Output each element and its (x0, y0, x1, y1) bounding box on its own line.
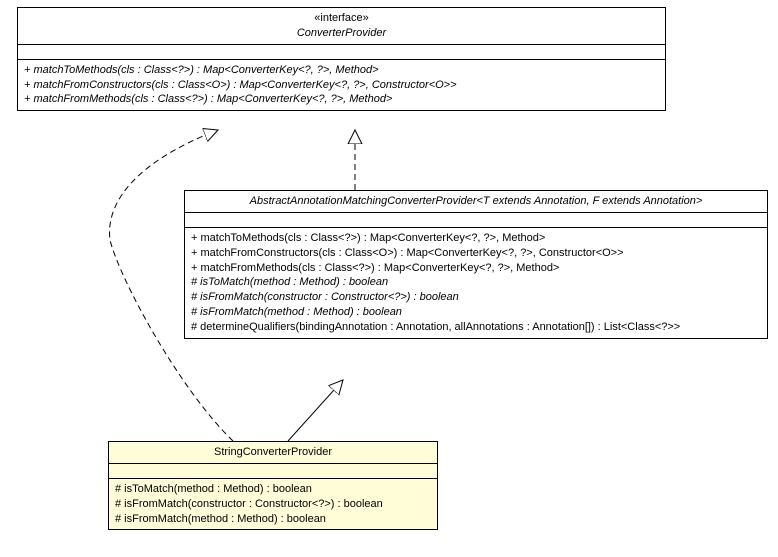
operation: # determineQualifiers(bindingAnnotation … (191, 320, 761, 335)
operation: + matchToMethods(cls : Class<?>) : Map<C… (24, 63, 659, 78)
operations-compartment: + matchToMethods(cls : Class<?>) : Map<C… (185, 228, 767, 338)
operation: + matchFromConstructors(cls : Class<O>) … (24, 78, 659, 93)
class-abstract-annotation-matching-converter-provider: AbstractAnnotationMatchingConverterProvi… (184, 190, 768, 339)
class-name: ConverterProvider (24, 26, 659, 41)
edge-generalization-string-to-abstract (288, 380, 343, 441)
attributes-compartment (185, 213, 767, 228)
title-compartment: AbstractAnnotationMatchingConverterProvi… (185, 191, 767, 213)
title-compartment: «interface» ConverterProvider (18, 8, 665, 45)
operation: # isToMatch(method : Method) : boolean (115, 482, 431, 497)
operation: # isFromMatch(constructor : Constructor<… (115, 497, 431, 512)
operation: + matchFromMethods(cls : Class<?>) : Map… (24, 92, 659, 107)
title-compartment: StringConverterProvider (109, 442, 437, 464)
operation: # isFromMatch(constructor : Constructor<… (191, 290, 761, 305)
operations-compartment: + matchToMethods(cls : Class<?>) : Map<C… (18, 60, 665, 111)
class-name: AbstractAnnotationMatchingConverterProvi… (191, 194, 761, 209)
class-name: StringConverterProvider (115, 445, 431, 460)
stereotype-label: «interface» (24, 11, 659, 26)
attributes-compartment (18, 45, 665, 60)
operation: # isToMatch(method : Method) : boolean (191, 275, 761, 290)
operation: + matchFromConstructors(cls : Class<O>) … (191, 246, 761, 261)
operations-compartment: # isToMatch(method : Method) : boolean #… (109, 479, 437, 530)
operation: # isFromMatch(method : Method) : boolean (115, 512, 431, 527)
operation: + matchToMethods(cls : Class<?>) : Map<C… (191, 231, 761, 246)
operation: # isFromMatch(method : Method) : boolean (191, 305, 761, 320)
class-string-converter-provider: StringConverterProvider # isToMatch(meth… (108, 441, 438, 530)
class-converter-provider: «interface» ConverterProvider + matchToM… (17, 7, 666, 111)
attributes-compartment (109, 464, 437, 479)
operation: + matchFromMethods(cls : Class<?>) : Map… (191, 261, 761, 276)
